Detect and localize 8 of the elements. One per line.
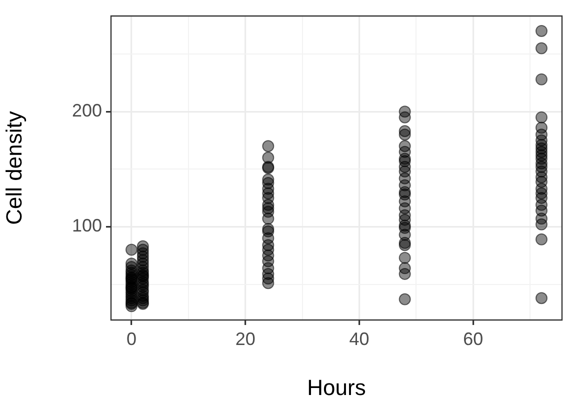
x-axis-title: Hours: [307, 374, 366, 400]
y-tick-label: 100: [72, 216, 102, 236]
x-tick-label: 60: [463, 328, 484, 349]
y-axis-title: Cell density: [1, 111, 26, 225]
x-tick-label: 20: [235, 328, 256, 349]
x-tick-label: 0: [126, 328, 137, 349]
y-tick-label: 200: [72, 100, 102, 121]
x-tick-label: 40: [349, 328, 370, 349]
